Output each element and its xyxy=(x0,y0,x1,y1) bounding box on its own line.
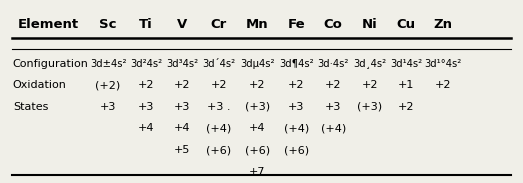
Text: Cr: Cr xyxy=(211,18,227,31)
Text: +4: +4 xyxy=(249,124,266,133)
Text: (+3): (+3) xyxy=(357,102,382,112)
Text: 3d¸4s²: 3d¸4s² xyxy=(353,59,386,69)
Text: (+2): (+2) xyxy=(95,80,121,90)
Text: Mn: Mn xyxy=(246,18,269,31)
Text: +5: +5 xyxy=(174,145,190,155)
Text: +3: +3 xyxy=(138,102,154,112)
Text: +3: +3 xyxy=(100,102,116,112)
Text: States: States xyxy=(13,102,48,112)
Text: +2: +2 xyxy=(325,80,342,90)
Text: Configuration: Configuration xyxy=(13,59,89,69)
Text: +3 .: +3 . xyxy=(207,102,231,112)
Text: +2: +2 xyxy=(211,80,227,90)
Text: +4: +4 xyxy=(138,124,154,133)
Text: 3d·4s²: 3d·4s² xyxy=(317,59,349,69)
Text: +2: +2 xyxy=(288,80,304,90)
Text: Element: Element xyxy=(18,18,79,31)
Text: (+6): (+6) xyxy=(245,145,270,155)
Text: (+4): (+4) xyxy=(321,124,346,133)
Text: Zn: Zn xyxy=(433,18,452,31)
Text: Cu: Cu xyxy=(396,18,416,31)
Text: 3d±4s²: 3d±4s² xyxy=(90,59,126,69)
Text: +2: +2 xyxy=(249,80,266,90)
Text: Ti: Ti xyxy=(139,18,153,31)
Text: +2: +2 xyxy=(398,102,414,112)
Text: +2: +2 xyxy=(138,80,154,90)
Text: 3d´4s²: 3d´4s² xyxy=(202,59,235,69)
Text: +7: +7 xyxy=(249,167,266,177)
Text: 3d²4s²: 3d²4s² xyxy=(130,59,162,69)
Text: 3dµ4s²: 3dµ4s² xyxy=(240,59,275,69)
Text: V: V xyxy=(177,18,188,31)
Text: (+3): (+3) xyxy=(245,102,270,112)
Text: +2: +2 xyxy=(174,80,191,90)
Text: +3: +3 xyxy=(288,102,304,112)
Text: Co: Co xyxy=(324,18,343,31)
Text: +2: +2 xyxy=(434,80,451,90)
Text: Oxidation: Oxidation xyxy=(13,80,67,90)
Text: (+4): (+4) xyxy=(206,124,232,133)
Text: (+6): (+6) xyxy=(206,145,231,155)
Text: +3: +3 xyxy=(325,102,342,112)
Text: +1: +1 xyxy=(398,80,414,90)
Text: +4: +4 xyxy=(174,124,191,133)
Text: 3d¹°4s²: 3d¹°4s² xyxy=(424,59,461,69)
Text: (+4): (+4) xyxy=(284,124,309,133)
Text: Ni: Ni xyxy=(362,18,378,31)
Text: (+6): (+6) xyxy=(284,145,309,155)
Text: 3d¶4s²: 3d¶4s² xyxy=(279,59,314,69)
Text: Fe: Fe xyxy=(288,18,305,31)
Text: +3: +3 xyxy=(174,102,190,112)
Text: 3d³4s²: 3d³4s² xyxy=(166,59,199,69)
Text: +2: +2 xyxy=(361,80,378,90)
Text: Sc: Sc xyxy=(99,18,117,31)
Text: 3d¹4s²: 3d¹4s² xyxy=(390,59,422,69)
